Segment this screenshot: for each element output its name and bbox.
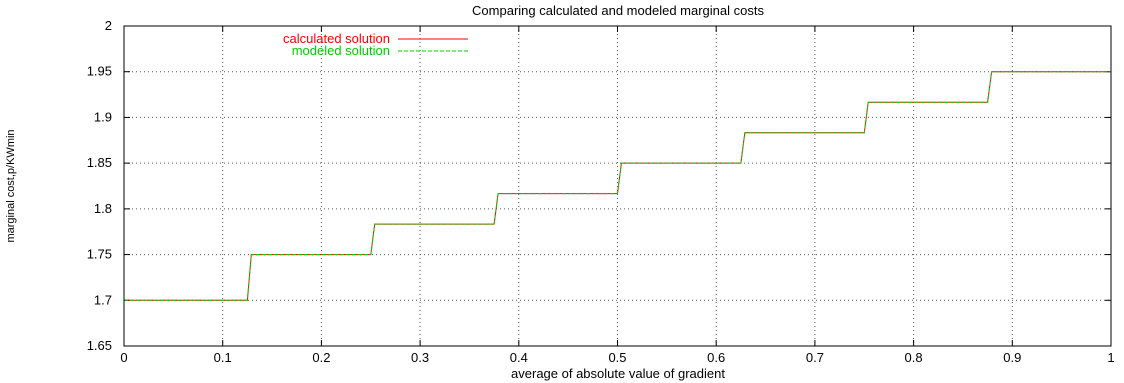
y-tick-label: 2 [105, 18, 112, 33]
y-tick-label: 1.95 [87, 64, 112, 79]
x-axis-ticks: 0 0.1 0.2 0.3 0.4 0.5 0.6 0.7 0.8 0.9 1 [120, 26, 1115, 365]
y-axis-ticks: 1.65 1.7 1.75 1.8 1.85 1.9 1.95 2 [87, 18, 1111, 353]
y-tick-label: 1.85 [87, 155, 112, 170]
y-tick-label: 1.75 [87, 247, 112, 262]
x-tick-label: 0.5 [608, 350, 626, 365]
x-tick-label: 1 [1107, 350, 1114, 365]
x-tick-label: 0.3 [411, 350, 429, 365]
legend-label-1: calculated solution [283, 31, 390, 46]
x-tick-label: 0.4 [510, 350, 528, 365]
legend-label-2: modeled solution [292, 43, 390, 58]
y-tick-label: 1.8 [94, 201, 112, 216]
chart-title: Comparing calculated and modeled margina… [472, 3, 764, 18]
x-tick-label: 0 [120, 350, 127, 365]
grid-lines [124, 26, 1111, 346]
x-axis-title: average of absolute value of gradient [511, 366, 725, 381]
x-tick-label: 0.7 [806, 350, 824, 365]
x-tick-label: 0.6 [707, 350, 725, 365]
y-axis-title: marginal cost,p/KWmin [5, 129, 17, 242]
x-tick-label: 0.2 [312, 350, 330, 365]
y-tick-label: 1.65 [87, 338, 112, 353]
x-tick-label: 0.9 [1003, 350, 1021, 365]
x-tick-label: 0.8 [905, 350, 923, 365]
plot-frame [123, 25, 1112, 347]
series-line-2 [124, 71, 1111, 301]
x-tick-label: 0.1 [214, 350, 232, 365]
y-tick-label: 1.7 [94, 292, 112, 307]
y-tick-label: 1.9 [94, 109, 112, 124]
series-layer [124, 71, 1111, 301]
